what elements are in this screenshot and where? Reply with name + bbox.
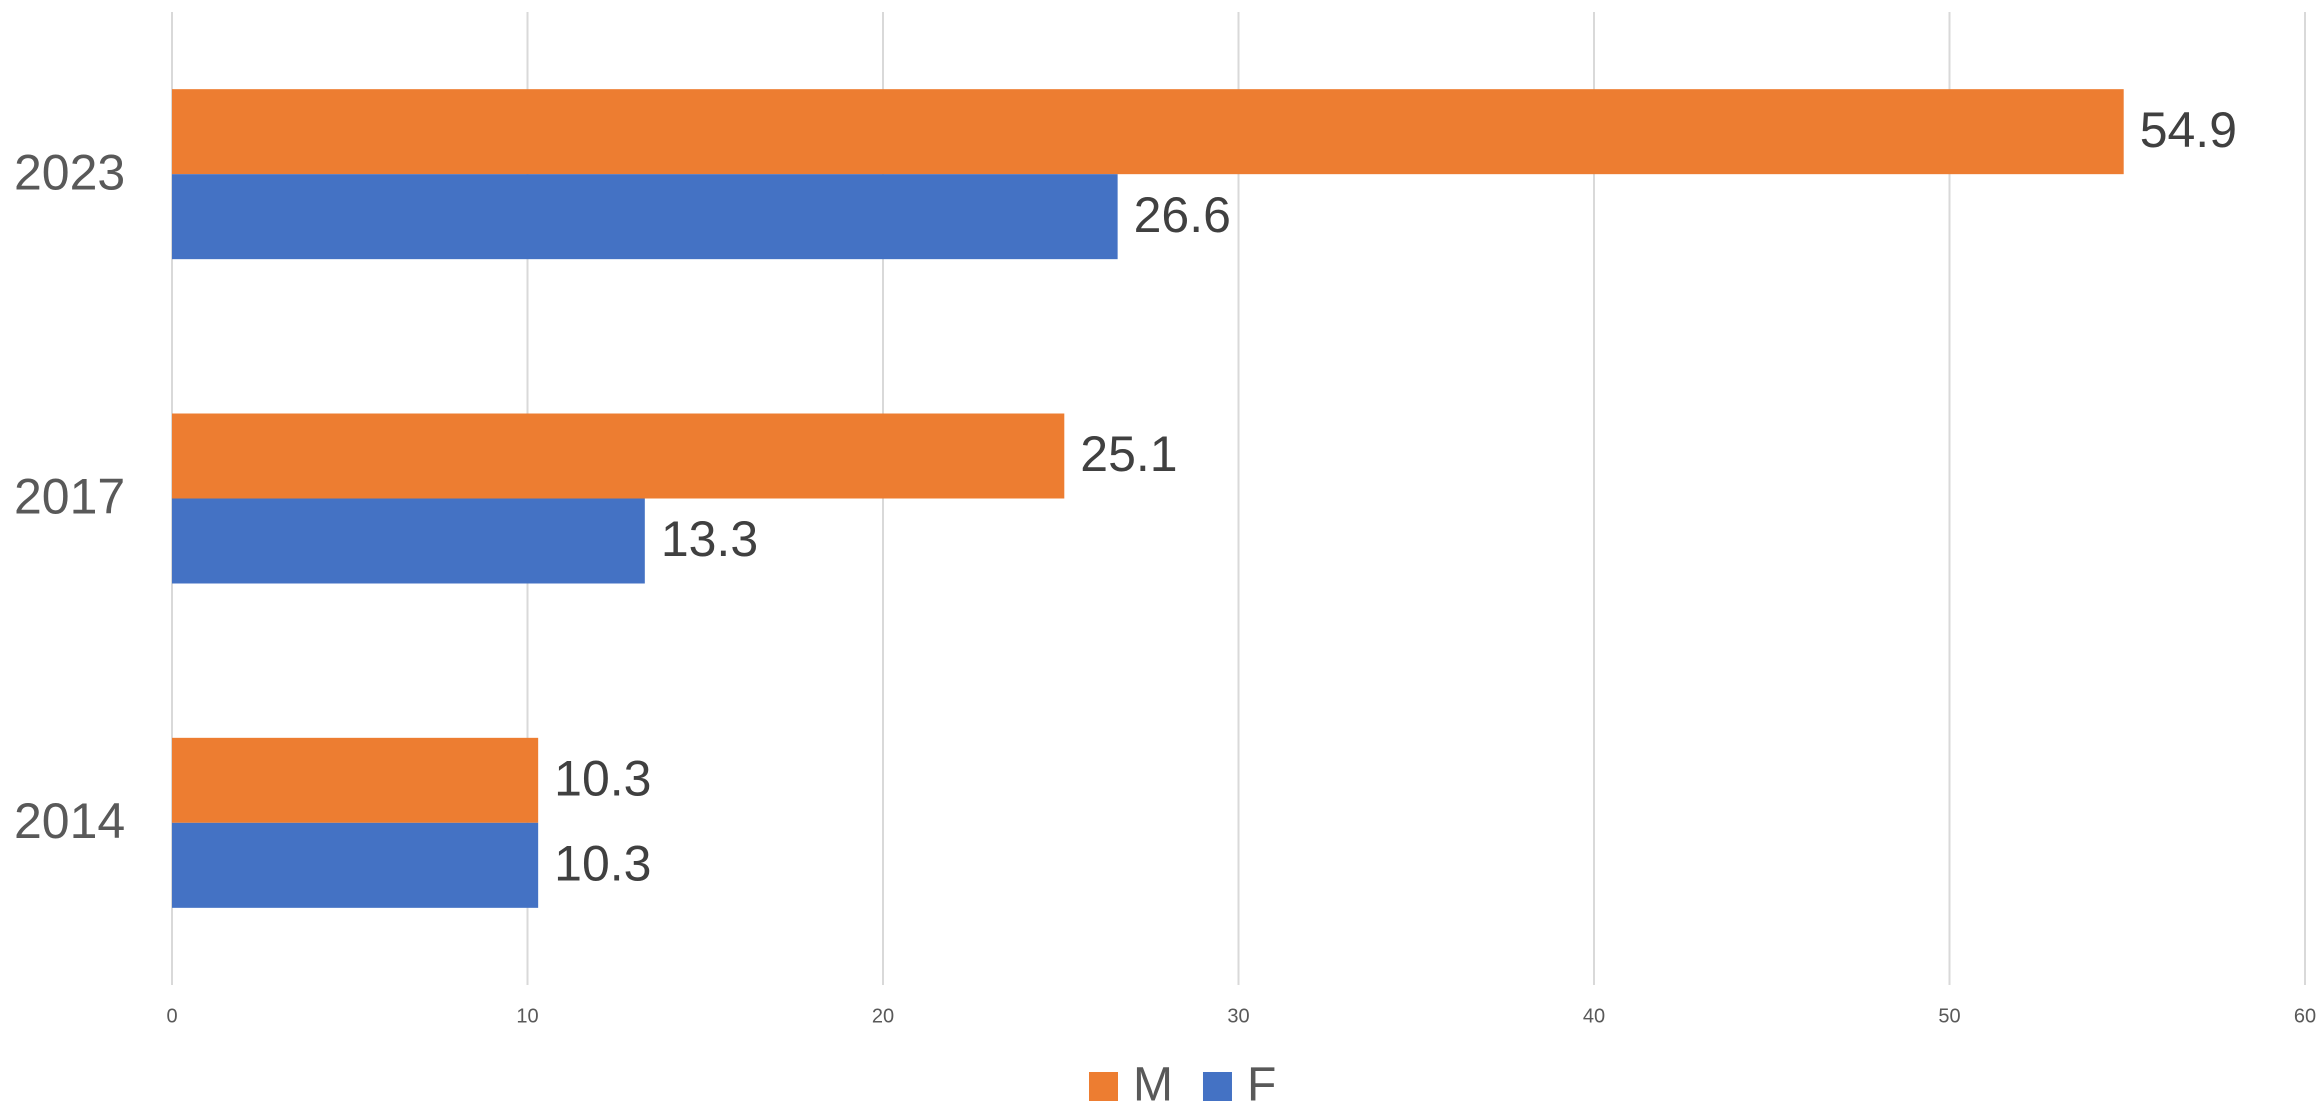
bar [172, 737, 539, 823]
legend-label: M [1133, 1059, 1173, 1108]
y-tick-label: 2023 [14, 144, 125, 200]
bar [172, 498, 645, 584]
x-tick-label: 30 [1227, 1005, 1249, 1027]
legend-swatch [1202, 1072, 1232, 1101]
y-tick-label: 2014 [14, 793, 125, 849]
y-tick-label: 2017 [14, 469, 125, 525]
x-tick-label: 20 [872, 1005, 894, 1027]
value-label: 54.9 [2140, 102, 2237, 158]
bar [172, 822, 539, 908]
bar [172, 89, 2124, 175]
bar [172, 413, 1065, 499]
value-label: 13.3 [661, 511, 758, 567]
value-label: 10.3 [554, 836, 651, 892]
value-label: 26.6 [1134, 187, 1231, 243]
value-label: 25.1 [1080, 426, 1177, 482]
x-tick-label: 0 [166, 1005, 177, 1027]
bar [172, 174, 1118, 260]
x-tick-label: 60 [2294, 1005, 2316, 1027]
legend-swatch [1089, 1072, 1118, 1101]
x-tick-label: 10 [516, 1005, 538, 1027]
legend-label: F [1247, 1059, 1276, 1108]
value-label: 10.3 [554, 751, 651, 807]
x-tick-label: 50 [1938, 1005, 1960, 1027]
x-tick-label: 40 [1583, 1005, 1605, 1027]
